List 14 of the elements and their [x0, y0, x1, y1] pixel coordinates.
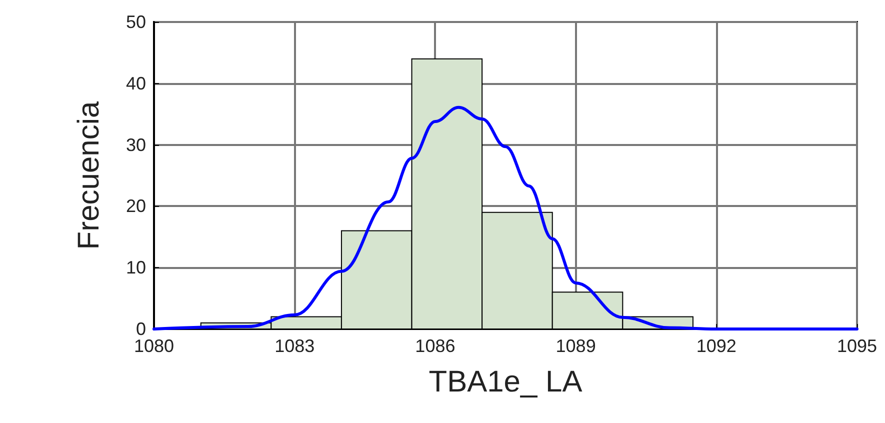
x-axis-title: TBA1e_ LA: [428, 366, 582, 398]
x-tick-label: 1089: [556, 336, 596, 356]
y-tick-label: 10: [126, 258, 146, 278]
x-tick-label: 1092: [696, 336, 736, 356]
x-tick-label: 1086: [415, 336, 456, 356]
y-tick-label: 0: [136, 319, 146, 339]
y-tick-label: 20: [126, 196, 146, 216]
x-tick-label: 1095: [836, 336, 878, 356]
x-tick-label: 1080: [134, 336, 174, 356]
y-tick-label: 50: [126, 12, 146, 32]
y-tick-label: 40: [126, 73, 146, 94]
y-axis-title: Frecuencia: [72, 100, 106, 250]
y-tick-label: 30: [126, 134, 146, 155]
x-tick-label: 1083: [274, 336, 315, 356]
